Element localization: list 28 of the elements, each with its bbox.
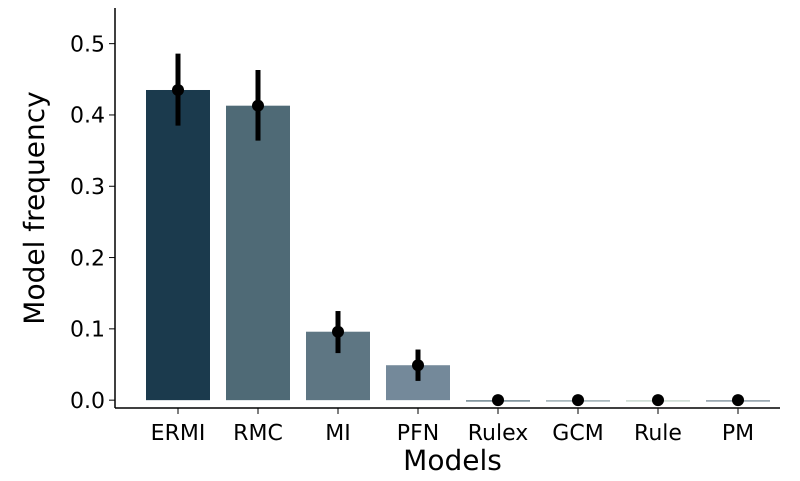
y-tick-label: 0.2: [70, 246, 105, 272]
point: [332, 326, 344, 338]
y-tick-label: 0.1: [70, 318, 105, 343]
x-tick-label: Rule: [634, 421, 682, 446]
x-axis-title: Models: [403, 444, 502, 477]
x-tick-label: ERMI: [150, 421, 206, 446]
y-axis-title: Model frequency: [18, 91, 51, 325]
bar: [306, 332, 370, 400]
y-tick-label: 0.4: [70, 104, 105, 129]
x-tick-label: GCM: [552, 421, 604, 446]
x-tick-label: Rulex: [468, 421, 528, 446]
point: [492, 394, 504, 406]
point: [412, 359, 424, 372]
point: [252, 100, 264, 112]
x-tick-label: RMC: [233, 421, 283, 446]
x-tick-label: PM: [722, 421, 754, 446]
y-tick-label: 0.0: [70, 388, 105, 414]
bar: [146, 90, 210, 400]
y-tick-label: 0.3: [70, 174, 105, 200]
x-tick-label: PFN: [396, 421, 440, 446]
bar: [386, 365, 450, 400]
point: [652, 394, 664, 406]
bar: [226, 106, 290, 400]
point: [732, 394, 744, 406]
point: [572, 394, 584, 406]
x-tick-label: MI: [325, 421, 351, 446]
point: [172, 84, 184, 96]
y-tick-label: 0.5: [70, 32, 105, 58]
